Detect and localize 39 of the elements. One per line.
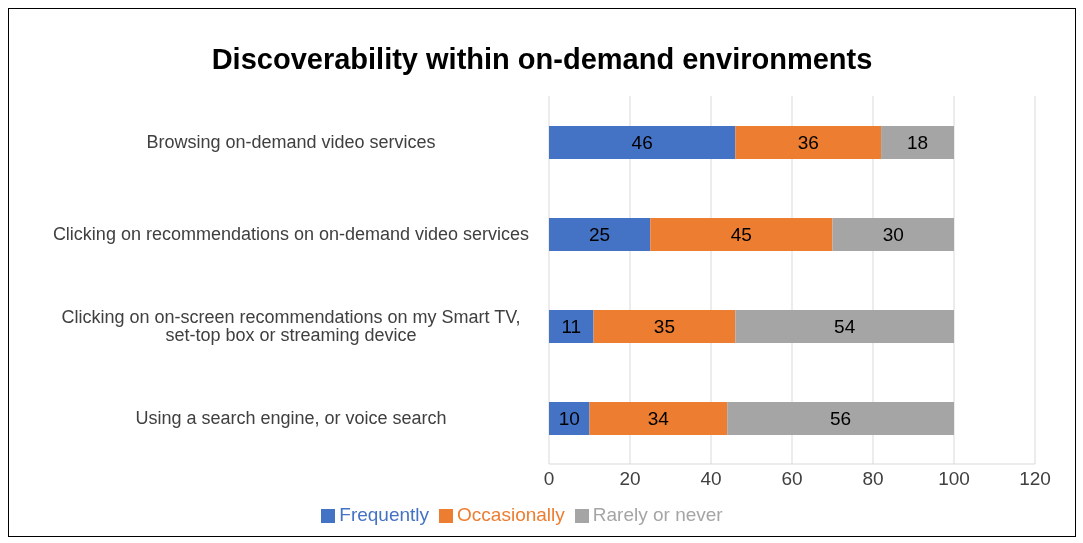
y-tick-label: Clicking on recommendations on on-demand video services <box>52 224 530 245</box>
bar <box>549 218 651 251</box>
data-label: 36 <box>797 132 819 154</box>
data-label: 10 <box>558 408 580 430</box>
x-tick-label: 20 <box>619 468 641 490</box>
x-tick-label: 80 <box>862 468 884 490</box>
legend-label: Occasionally <box>457 504 565 525</box>
legend-label: Rarely or never <box>592 504 723 525</box>
bar <box>549 126 736 159</box>
x-tick-label: 60 <box>781 468 803 490</box>
x-tick-label: 40 <box>700 468 722 490</box>
legend-label: Frequently <box>339 504 430 525</box>
bar <box>549 402 590 435</box>
bar <box>832 218 954 251</box>
data-label: 30 <box>882 224 904 246</box>
bar <box>735 310 954 343</box>
data-label: 11 <box>561 316 582 338</box>
data-label: 35 <box>653 316 675 338</box>
bar <box>589 402 728 435</box>
data-label: 18 <box>906 132 929 154</box>
x-tick-label: 100 <box>938 468 970 490</box>
data-label: 54 <box>834 316 856 338</box>
x-tick-label: 0 <box>543 468 555 490</box>
bar <box>727 402 954 435</box>
data-label: 34 <box>647 408 670 430</box>
bar <box>881 126 954 159</box>
bar <box>650 218 833 251</box>
y-tick-label: Using a search engine, or voice search <box>135 408 447 429</box>
data-label: 56 <box>830 408 852 430</box>
y-tick-label: Clicking on on-screen recommendations on my Smart TV, set-top box or streaming device <box>61 307 521 346</box>
data-label: 46 <box>631 132 653 154</box>
bar <box>735 126 882 159</box>
data-label: 25 <box>589 224 611 246</box>
chart-title: Discoverability within on-demand environments <box>210 43 874 76</box>
bar <box>593 310 736 343</box>
y-tick-label: Browsing on-demand video services <box>146 132 436 153</box>
bar <box>549 310 594 343</box>
data-label: 45 <box>730 224 752 246</box>
x-tick-label: 120 <box>1019 468 1051 490</box>
